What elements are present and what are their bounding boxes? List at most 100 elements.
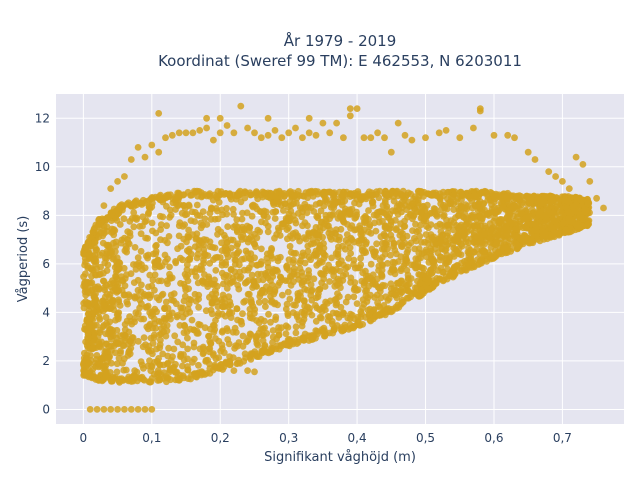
scatter-point-1977 (348, 236, 356, 244)
scatter-point-631 (137, 247, 145, 255)
scatter-point-950 (185, 226, 193, 234)
scatter-point-1914 (352, 213, 360, 221)
scatter-point-3630 (107, 185, 115, 193)
scatter-point-1514 (261, 317, 268, 325)
scatter-point-2934 (483, 257, 491, 265)
scatter-point-409 (96, 270, 104, 278)
x-tick-label-6: 0,6 (484, 431, 503, 445)
scatter-point-3670 (381, 134, 388, 142)
scatter-point-1070 (183, 273, 190, 281)
scatter-point-265 (102, 313, 110, 321)
x-tick-label-0: 0 (80, 431, 88, 445)
scatter-point-1282 (219, 280, 227, 288)
scatter-point-1317 (219, 303, 227, 311)
scatter-point-172 (82, 283, 89, 290)
scatter-point-810 (166, 214, 174, 221)
scatter-point-3565 (569, 203, 576, 211)
scatter-point-1088 (204, 280, 212, 288)
scatter-point-1352 (225, 358, 233, 366)
scatter-point-2431 (392, 216, 399, 224)
data-points (80, 102, 607, 413)
scatter-point-2430 (397, 220, 404, 228)
scatter-point-831 (181, 321, 188, 329)
scatter-point-3659 (305, 129, 313, 137)
scatter-point-825 (169, 199, 177, 207)
scatter-point-2935 (483, 190, 491, 198)
scatter-point-2221 (366, 221, 374, 229)
scatter-point-1244 (232, 329, 240, 336)
scatter-point-1570 (252, 350, 260, 358)
y-tick-label-6: 12 (35, 111, 50, 125)
scatter-point-3660 (312, 131, 320, 139)
scatter-point-1875 (351, 279, 359, 286)
scatter-point-1517 (253, 317, 260, 324)
scatter-point-1006 (212, 267, 220, 274)
scatter-point-2057 (365, 207, 372, 214)
scatter-point-555 (142, 341, 149, 349)
scatter-point-1740 (293, 271, 301, 279)
scatter-point-3163 (503, 193, 510, 201)
scatter-point-3645 (210, 136, 217, 144)
scatter-point-3665 (346, 112, 354, 120)
scatter-point-1511 (261, 324, 268, 332)
scatter-point-1038 (185, 300, 193, 308)
scatter-point-1086 (196, 266, 204, 273)
scatter-point-2446 (405, 287, 413, 295)
scatter-point-2196 (362, 214, 370, 222)
scatter-point-1354 (235, 356, 243, 364)
scatter-point-3701 (476, 107, 484, 115)
scatter-point-2259 (372, 191, 380, 198)
scatter-point-1270 (224, 253, 232, 261)
scatter-point-1246 (240, 298, 248, 306)
scatter-point-2892 (464, 202, 471, 210)
scatter-point-3644 (203, 124, 211, 132)
scatter-point-2032 (320, 329, 328, 337)
scatter-point-785 (163, 322, 171, 329)
scatter-point-1729 (287, 232, 294, 240)
scatter-point-1390 (258, 245, 265, 253)
scatter-point-2594 (443, 205, 451, 213)
scatter-point-1529 (253, 234, 261, 242)
scatter-point-1571 (252, 191, 260, 199)
scatter-point-865 (179, 341, 187, 349)
scatter-point-3353 (550, 209, 557, 217)
scatter-point-3661 (319, 119, 327, 127)
x-tick-label-5: 0,5 (416, 431, 435, 445)
scatter-point-2587 (430, 205, 438, 212)
scatter-point-1294 (218, 328, 226, 336)
scatter-point-1915 (321, 283, 329, 290)
scatter-point-1995 (335, 277, 343, 284)
scatter-point-786 (161, 237, 169, 244)
scatter-point-639 (132, 265, 140, 273)
scatter-point-2711 (451, 188, 459, 196)
scatter-point-2470 (407, 293, 415, 301)
scatter-point-1953 (334, 310, 342, 318)
scatter-point-2663 (437, 239, 444, 247)
scatter-point-1643 (298, 322, 306, 330)
scatter-point-186 (88, 287, 96, 294)
scatter-point-396 (108, 250, 115, 257)
scatter-point-3691 (586, 178, 594, 185)
scatter-point-1981 (322, 265, 329, 273)
scatter-point-1074 (199, 277, 206, 285)
scatter-point-1727 (299, 249, 307, 257)
scatter-point-2204 (377, 284, 384, 292)
scatter-point-3697 (155, 110, 163, 117)
scatter-point-2870 (458, 242, 466, 250)
scatter-point-726 (149, 339, 157, 347)
scatter-point-853 (156, 331, 164, 338)
scatter-point-3657 (292, 124, 299, 132)
scatter-point-2415 (415, 245, 423, 253)
scatter-point-183 (83, 300, 90, 308)
scatter-point-406 (96, 251, 104, 259)
scatter-point-1806 (308, 336, 316, 343)
scatter-point-3616 (84, 330, 92, 338)
scatter-point-1765 (285, 267, 293, 274)
scatter-point-906 (183, 210, 191, 218)
scatter-point-1534 (254, 226, 262, 234)
scatter-point-1770 (307, 204, 315, 212)
scatter-point-582 (134, 337, 142, 345)
scatter-point-855 (170, 363, 178, 371)
scatter-point-3686 (552, 173, 559, 180)
scatter-point-1913 (350, 293, 358, 301)
